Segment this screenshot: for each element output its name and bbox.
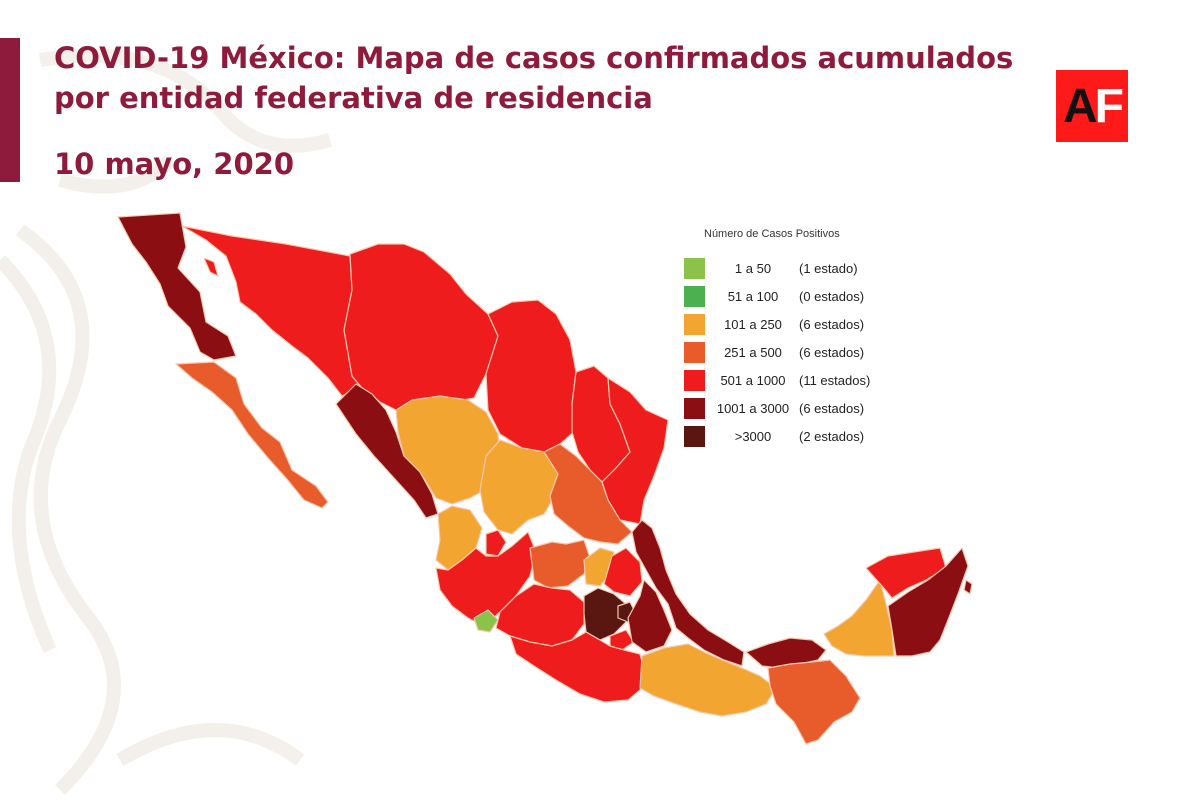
state-slp bbox=[543, 443, 633, 545]
legend-range: 251 a 500 bbox=[724, 344, 782, 360]
state-mexico bbox=[583, 587, 629, 641]
legend-count: (11 estados) bbox=[799, 372, 871, 388]
legend-swatch bbox=[684, 425, 705, 447]
logo-letter-a: A bbox=[1063, 79, 1098, 133]
legend-range: 501 a 1000 bbox=[720, 372, 786, 388]
legend-count: (2 estados) bbox=[799, 428, 865, 444]
legend-item: 1001 a 3000 (6 estados) bbox=[684, 394, 944, 422]
legend-count: (0 estados) bbox=[799, 288, 865, 304]
state-hidalgo bbox=[603, 547, 643, 597]
state-chihuahua bbox=[343, 243, 499, 417]
state-puebla bbox=[627, 579, 673, 653]
island-tiburon bbox=[203, 257, 219, 277]
state-veracruz bbox=[631, 519, 745, 667]
state-baja-california bbox=[117, 212, 237, 361]
state-coahuila bbox=[485, 299, 577, 453]
legend-swatch bbox=[684, 369, 705, 391]
legend-range: 51 a 100 bbox=[727, 288, 779, 304]
title-line-1: COVID-19 México: Mapa de casos confirmad… bbox=[54, 41, 1014, 75]
report-date: 10 mayo, 2020 bbox=[54, 147, 295, 181]
legend-swatch bbox=[684, 313, 705, 335]
logo-letter-f: F bbox=[1094, 79, 1124, 133]
island-cozumel bbox=[963, 579, 973, 595]
legend-item: >3000 (2 estados) bbox=[684, 422, 944, 450]
state-campeche bbox=[823, 579, 895, 657]
state-oaxaca bbox=[639, 643, 777, 717]
legend-count: (1 estado) bbox=[799, 260, 858, 276]
legend-item: 1 a 50 (1 estado) bbox=[684, 254, 944, 282]
state-aguascalientes bbox=[485, 529, 507, 557]
legend-range: 1001 a 3000 bbox=[716, 400, 790, 416]
state-morelos bbox=[609, 629, 635, 651]
legend-item: 51 a 100 (0 estados) bbox=[684, 282, 944, 310]
state-baja-california-sur bbox=[175, 361, 329, 509]
legend-range: >3000 bbox=[734, 428, 772, 444]
legend-item: 251 a 500 (6 estados) bbox=[684, 338, 944, 366]
mexico-map bbox=[117, 212, 973, 745]
state-tamaulipas bbox=[601, 377, 669, 525]
state-colima bbox=[473, 609, 499, 633]
legend-swatch bbox=[684, 341, 705, 363]
state-chiapas bbox=[767, 659, 861, 745]
legend-range: 101 a 250 bbox=[724, 316, 782, 332]
accent-bar bbox=[0, 38, 20, 182]
legend-title: Número de Casos Positivos bbox=[704, 228, 840, 240]
legend-item: 101 a 250 (6 estados) bbox=[684, 310, 944, 338]
map-legend: Número de Casos Positivos 1 a 50 (1 esta… bbox=[684, 228, 944, 450]
page-title: COVID-19 México: Mapa de casos confirmad… bbox=[54, 38, 1054, 118]
state-zacatecas bbox=[479, 439, 561, 535]
legend-count: (6 estados) bbox=[799, 316, 865, 332]
legend-count: (6 estados) bbox=[799, 344, 865, 360]
legend-item: 501 a 1000 (11 estados) bbox=[684, 366, 944, 394]
legend-swatch bbox=[684, 257, 705, 279]
legend-count: (6 estados) bbox=[799, 400, 865, 416]
title-line-2: por entidad federativa de residencia bbox=[54, 81, 653, 115]
state-guanajuato bbox=[529, 539, 591, 589]
state-quintana-roo bbox=[887, 547, 969, 657]
legend-range: 1 a 50 bbox=[734, 260, 772, 276]
state-sinaloa bbox=[335, 383, 439, 519]
legend-swatch bbox=[684, 397, 705, 419]
legend-swatch bbox=[684, 285, 705, 307]
